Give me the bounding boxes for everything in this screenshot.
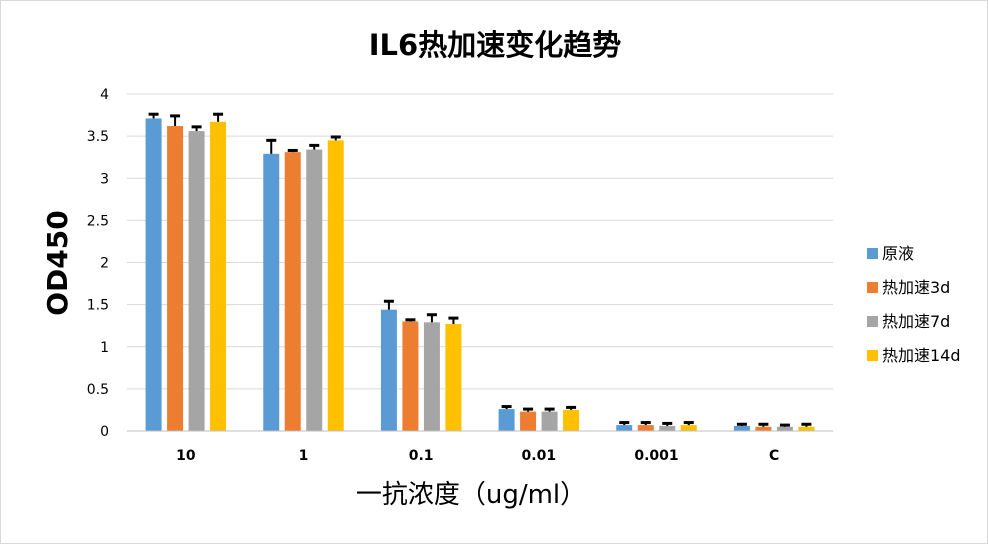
- bar: [776, 426, 793, 431]
- x-tick-label: 1: [299, 448, 309, 464]
- y-tick-label: 4: [100, 87, 109, 103]
- y-tick-label: 2.5: [87, 213, 109, 229]
- x-tick-label: C: [769, 448, 779, 464]
- bar: [563, 409, 580, 431]
- y-tick-label: 3: [100, 171, 109, 187]
- x-tick-label: 0.001: [634, 448, 678, 464]
- legend-label: 热加速14d: [882, 346, 961, 365]
- legend-swatch: [867, 350, 878, 361]
- error-bars-group: [148, 112, 812, 427]
- y-tick-label: 2: [100, 256, 109, 272]
- bar: [284, 152, 301, 431]
- x-axis-title: 一抗浓度（ug/ml）: [356, 480, 586, 510]
- bar: [445, 324, 462, 431]
- bar: [498, 409, 515, 431]
- legend-label: 热加速3d: [882, 278, 950, 297]
- bar: [616, 425, 633, 431]
- gridlines: [127, 93, 833, 390]
- bar: [733, 425, 750, 431]
- bar: [167, 126, 184, 431]
- legend-swatch: [867, 316, 878, 327]
- bar: [145, 118, 162, 432]
- axes-group: 0 0.5 1 1.5 2 2.5 3 3.5 4 10 1 0.1 0.01 0.001 C: [87, 87, 833, 464]
- bar: [423, 322, 440, 431]
- x-tick-label: 0.01: [522, 448, 557, 464]
- bar: [637, 425, 654, 431]
- y-tick-label: 0: [100, 424, 109, 440]
- y-tick-label: 0.5: [87, 382, 109, 398]
- x-tick-label: 10: [176, 448, 196, 464]
- legend-label: 热加速7d: [882, 312, 950, 331]
- y-tick-label: 3.5: [87, 129, 109, 145]
- bar: [380, 309, 397, 431]
- bar: [680, 425, 697, 431]
- legend-swatch: [867, 248, 878, 259]
- bar: [402, 321, 419, 431]
- x-tick-label: 0.1: [409, 448, 434, 464]
- bar: [210, 121, 227, 432]
- y-tick-label: 1: [100, 340, 109, 356]
- bar: [798, 426, 815, 431]
- legend-label: 原液: [882, 244, 914, 263]
- bars-group: [145, 118, 815, 432]
- y-tick-label: 1.5: [87, 298, 109, 314]
- bar: [263, 153, 280, 431]
- y-axis-title: OD450: [41, 210, 74, 316]
- bar: [306, 149, 323, 432]
- bar: [755, 426, 772, 431]
- legend-swatch: [867, 282, 878, 293]
- bar: [659, 425, 676, 431]
- bar: [188, 131, 205, 431]
- bar: [327, 140, 344, 431]
- bar: [541, 411, 558, 431]
- chart-title: IL6热加速变化趋势: [369, 28, 621, 62]
- bar: [520, 411, 537, 431]
